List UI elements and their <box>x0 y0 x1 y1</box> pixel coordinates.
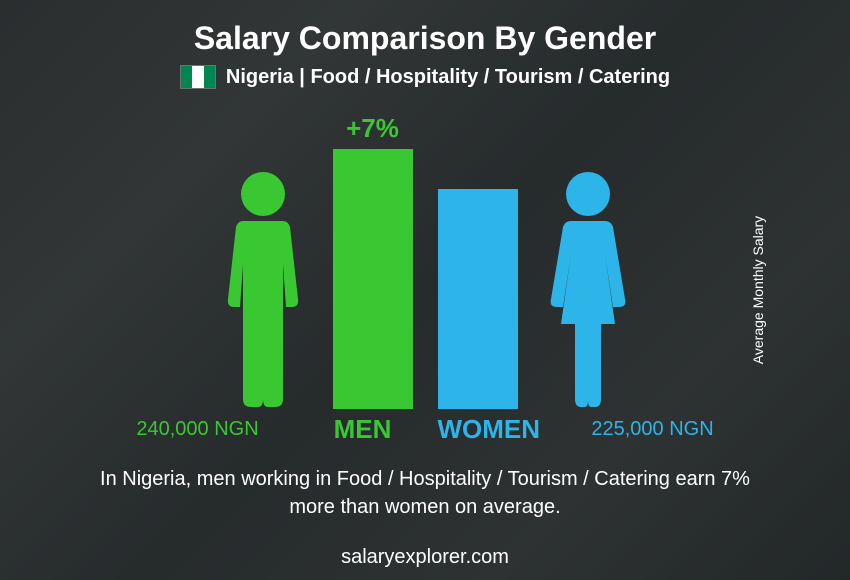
female-svg <box>543 169 633 409</box>
women-bar-group <box>438 189 518 409</box>
yaxis-label: Average Monthly Salary <box>750 216 766 364</box>
women-bar <box>438 189 518 409</box>
industry-name: Food / Hospitality / Tourism / Catering <box>310 66 670 88</box>
flag-stripe <box>204 66 215 88</box>
subtitle-text: Nigeria | Food / Hospitality / Tourism /… <box>226 66 670 89</box>
men-bar <box>333 149 413 409</box>
separator: | <box>299 66 310 88</box>
chart-area: +7% <box>218 109 633 409</box>
main-title: Salary Comparison By Gender <box>194 20 656 57</box>
male-svg <box>218 169 308 409</box>
women-label: WOMEN <box>438 414 538 445</box>
flag-stripe <box>181 66 192 88</box>
female-body <box>550 221 625 407</box>
subtitle-row: Nigeria | Food / Hospitality / Tourism /… <box>180 65 670 89</box>
infographic-container: Salary Comparison By Gender Nigeria | Fo… <box>0 0 850 580</box>
percentage-label: +7% <box>346 113 399 144</box>
male-body <box>227 221 297 407</box>
flag-stripe <box>192 66 203 88</box>
men-salary: 240,000 NGN <box>108 418 288 441</box>
male-person-icon <box>218 169 308 409</box>
female-head <box>566 172 610 216</box>
footer-source: salaryexplorer.com <box>341 546 509 569</box>
male-head <box>241 172 285 216</box>
female-person-icon <box>543 169 633 409</box>
nigeria-flag-icon <box>180 65 216 89</box>
men-bar-group: +7% <box>333 113 413 409</box>
women-salary: 225,000 NGN <box>563 418 743 441</box>
men-label: MEN <box>313 414 413 445</box>
labels-row: 240,000 NGN MEN WOMEN 225,000 NGN <box>40 414 810 445</box>
summary-text: In Nigeria, men working in Food / Hospit… <box>75 465 775 521</box>
country-name: Nigeria <box>226 66 294 88</box>
